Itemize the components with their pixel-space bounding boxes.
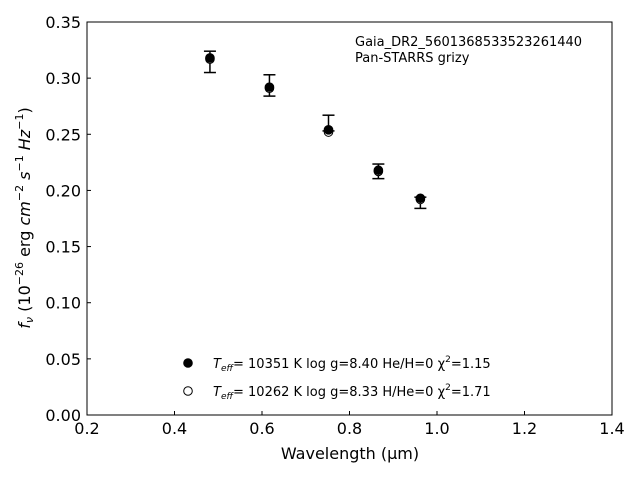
point-filled [323, 124, 334, 135]
y-tick-label: 0.20 [45, 181, 81, 200]
x-tick-label: 1.4 [599, 419, 624, 438]
x-tick-label: 0.2 [74, 419, 99, 438]
y-tick-label: 0.15 [45, 238, 81, 257]
annotation-filters: Pan-STARRS grizy [355, 51, 470, 66]
point-filled [205, 53, 215, 63]
y-tick-label: 0.00 [45, 406, 81, 425]
legend-label: Teff= 10351 K log g=8.40 He/H=0 χ2=1.15 [213, 355, 491, 374]
x-tick-label: 0.8 [337, 419, 362, 438]
y-tick-label: 0.35 [45, 13, 81, 32]
point-filled [264, 82, 275, 92]
ticks: 0.2 0.4 0.6 0.8 1.0 1.2 1.4 0.00 0.05 0.10 0.15 0.2… [45, 13, 624, 438]
y-axis-label: fν (10−26 erg cm−2 s−1 Hz−1) [13, 107, 36, 328]
point-filled [415, 193, 426, 204]
annotation-source: Gaia_DR2_5601368533523261440 [355, 35, 582, 50]
y-tick-label: 0.30 [45, 69, 81, 88]
markers [205, 53, 426, 205]
errorbars [203, 50, 427, 210]
x-axis-label: Wavelength (μm) [281, 444, 419, 463]
point-filled [373, 165, 384, 176]
y-tick-label: 0.05 [45, 350, 81, 369]
x-tick-label: 1.0 [424, 419, 449, 438]
y-tick-label: 0.10 [45, 294, 81, 313]
legend-marker-filled [183, 358, 193, 368]
legend-label: Teff= 10262 K log g=8.33 H/He=0 χ2=1.71 [213, 383, 491, 402]
x-tick-label: 0.6 [249, 419, 274, 438]
y-tick-label: 0.25 [45, 125, 81, 144]
legend-marker-open [183, 386, 193, 396]
x-tick-label: 0.4 [162, 419, 187, 438]
legend: Teff= 10351 K log g=8.40 He/H=0 χ2=1.15 T… [183, 355, 491, 402]
x-tick-label: 1.2 [512, 419, 537, 438]
